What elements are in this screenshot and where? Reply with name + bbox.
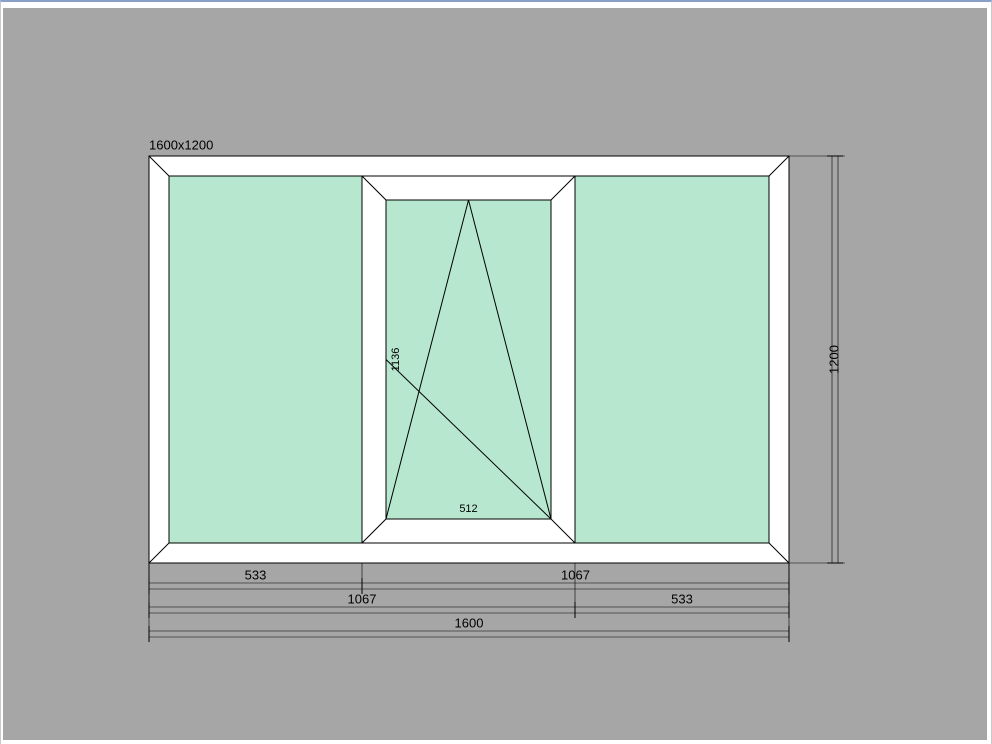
- svg-text:512: 512: [459, 503, 477, 515]
- drawing-canvas: 512 1136 1600x1200 1200 533 1067 1067 533 1600: [3, 8, 989, 742]
- svg-text:1067: 1067: [561, 567, 590, 582]
- app-window: 512 1136 1600x1200 1200 533 1067 1067 533 1600: [0, 0, 992, 744]
- svg-text:533: 533: [245, 567, 267, 582]
- svg-text:1136: 1136: [390, 348, 402, 372]
- svg-text:1067: 1067: [348, 591, 377, 606]
- svg-text:533: 533: [671, 591, 693, 606]
- window-diagram: 512 1136 1600x1200 1200 533 1067 1067 533 1600: [3, 8, 987, 740]
- drawing-title: 1600x1200: [149, 137, 213, 152]
- svg-text:1200: 1200: [826, 345, 841, 374]
- svg-text:1600: 1600: [455, 615, 484, 630]
